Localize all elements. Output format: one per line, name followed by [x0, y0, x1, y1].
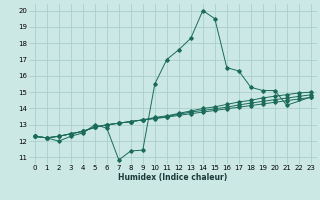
X-axis label: Humidex (Indice chaleur): Humidex (Indice chaleur)	[118, 173, 228, 182]
